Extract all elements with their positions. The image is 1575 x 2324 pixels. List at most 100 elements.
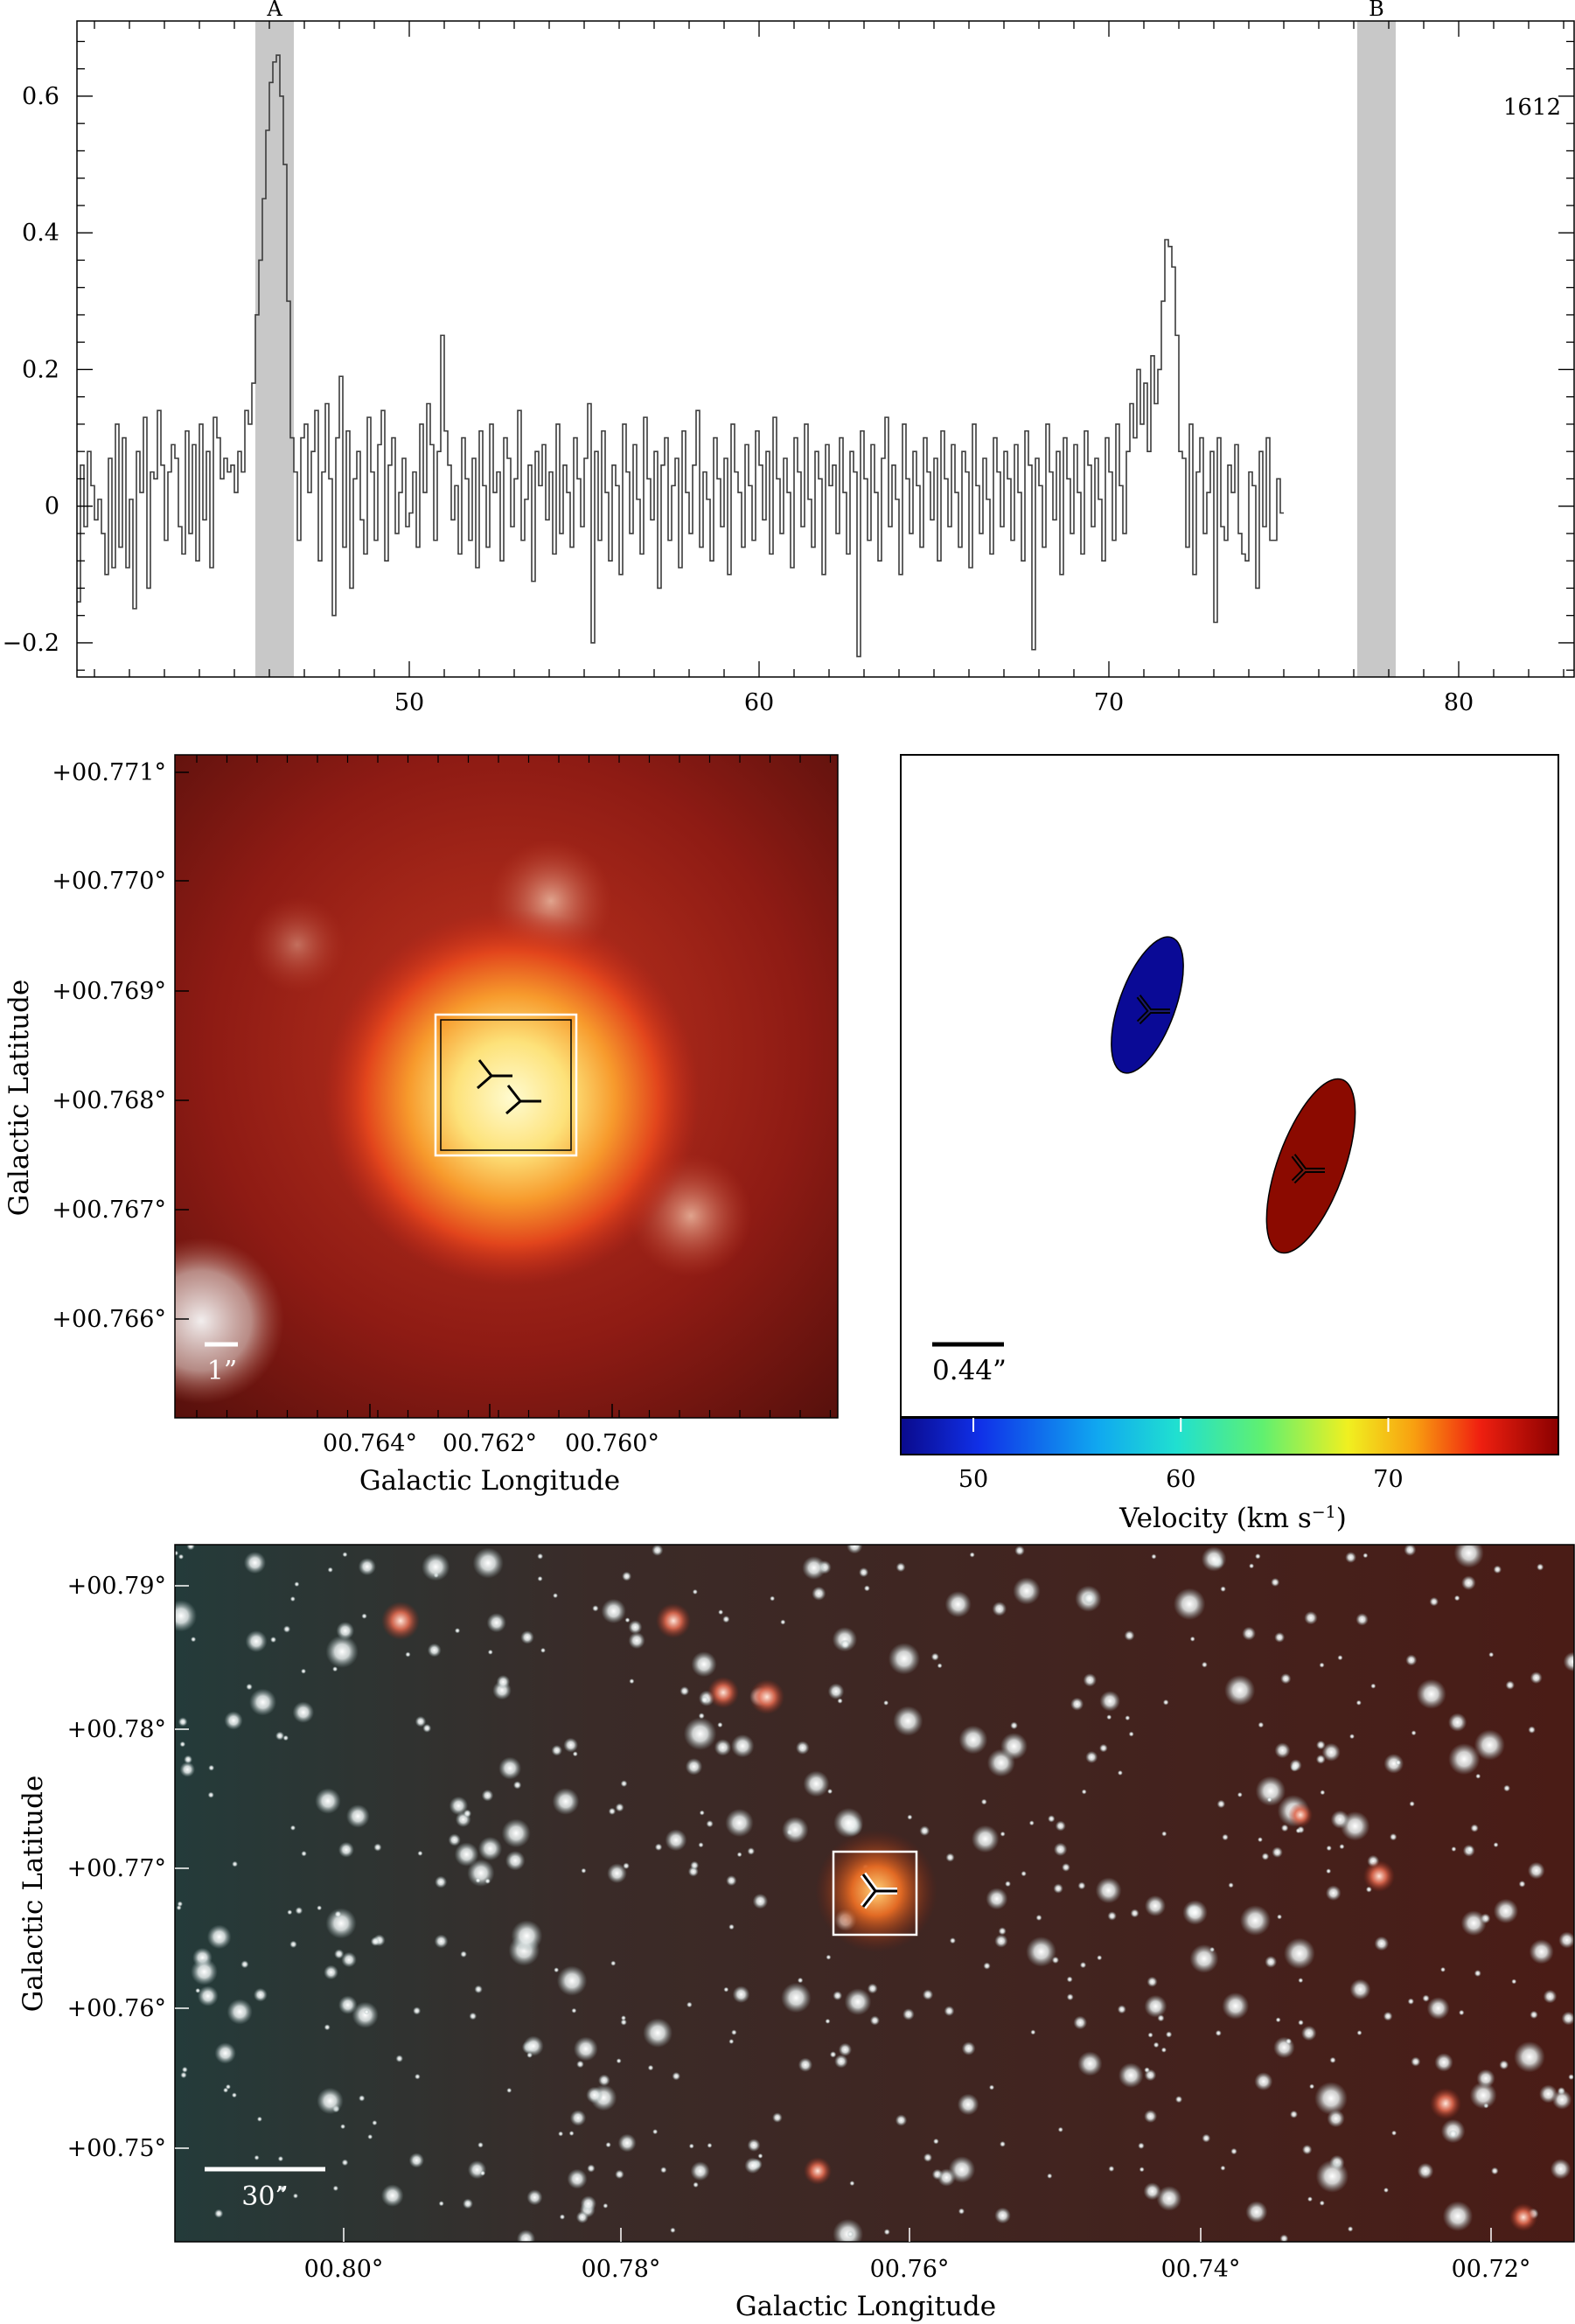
- star: [573, 2036, 598, 2062]
- star: [620, 2019, 627, 2026]
- star: [1144, 1895, 1166, 1916]
- feature-bands: [255, 21, 1396, 677]
- zoom-y-tick-label: +00.770°: [52, 868, 166, 895]
- star: [1383, 2187, 1390, 2193]
- star: [969, 1552, 975, 1558]
- star: [1404, 1545, 1417, 1556]
- star: [988, 2084, 995, 2090]
- star: [336, 1622, 355, 1640]
- star: [243, 1552, 267, 1574]
- star: [1272, 1846, 1283, 1858]
- colorbar-label: Velocity (km s−1): [1119, 1503, 1347, 1534]
- y-tick-label: 0: [45, 493, 59, 520]
- star: [501, 1818, 531, 1848]
- red-star: [1363, 1860, 1395, 1892]
- star: [1301, 2025, 1317, 2041]
- star: [1474, 1729, 1505, 1761]
- star: [289, 1940, 297, 1949]
- star: [553, 1593, 559, 1599]
- star: [1329, 2056, 1336, 2063]
- star: [1280, 1824, 1289, 1832]
- star: [184, 1755, 193, 1764]
- star: [1202, 2133, 1211, 2143]
- wide-image-panel: 30” 00.80° 00.78° 00.76° 00.74° 00.72° +00.79…: [17, 1544, 1575, 2322]
- star: [723, 1986, 729, 1992]
- star: [1514, 2041, 1545, 2073]
- star: [617, 2133, 637, 2153]
- star: [1298, 2020, 1304, 2026]
- star: [479, 2170, 486, 2176]
- star: [1047, 2173, 1053, 2179]
- star: [983, 1962, 991, 1970]
- star: [1138, 2142, 1145, 2150]
- star: [620, 1780, 628, 1788]
- star: [1230, 2147, 1237, 2155]
- star: [838, 2042, 853, 2056]
- star: [1339, 1844, 1345, 1850]
- star: [998, 1927, 1007, 1936]
- star: [1447, 1713, 1467, 1732]
- maser-marker-icon: [477, 1059, 541, 1115]
- star: [506, 2087, 512, 2093]
- star: [731, 2029, 737, 2035]
- star: [558, 2131, 564, 2137]
- star: [1189, 1636, 1195, 1642]
- star: [477, 1836, 503, 1861]
- star: [832, 1627, 858, 1652]
- star: [726, 1874, 737, 1887]
- feature-label-0: A: [266, 0, 282, 21]
- star: [945, 1853, 955, 1862]
- star: [224, 1711, 243, 1730]
- y-tick-label: 0.2: [22, 356, 59, 383]
- star: [1189, 1944, 1219, 1973]
- feature-band-0: [255, 21, 294, 677]
- star: [1417, 2162, 1434, 2180]
- star: [652, 2129, 659, 2135]
- zoom-source-glow: [324, 910, 700, 1286]
- zoom-pink-blob-left: [249, 897, 345, 993]
- star: [1030, 2029, 1036, 2035]
- star: [448, 1833, 461, 1846]
- star: [1434, 2053, 1453, 2072]
- star: [772, 2112, 783, 2123]
- maser-marker-icon-wide: [860, 1872, 897, 1909]
- star: [1356, 2030, 1362, 2036]
- star: [1321, 1742, 1341, 1762]
- star: [523, 2035, 544, 2056]
- star: [1153, 2041, 1160, 2048]
- star: [1028, 1820, 1035, 1826]
- star: [295, 1907, 303, 1915]
- maser-spot-red: [1265, 1078, 1356, 1254]
- zoom-image-panel: 1” 00.764° 00.762° 00.760° +00.771° +00.770°…: [3, 754, 839, 1497]
- wide-scalebar-label: 30”: [241, 2181, 289, 2212]
- star: [896, 1562, 906, 1573]
- star: [1470, 1824, 1479, 1832]
- star: [475, 1877, 481, 1883]
- star: [1561, 2011, 1574, 2026]
- star: [282, 1734, 289, 1741]
- star: [1405, 1654, 1418, 1666]
- star: [698, 1842, 704, 1848]
- maser-map-panel: 0.44” 50 60 70 Velocity (km s−1): [900, 754, 1559, 1534]
- star: [944, 1591, 972, 1618]
- star: [833, 1807, 864, 1839]
- star: [1490, 2167, 1499, 2175]
- star: [1077, 1881, 1086, 1890]
- star: [275, 1731, 285, 1741]
- star: [496, 1675, 511, 1689]
- star: [932, 2138, 939, 2145]
- star: [1174, 2096, 1183, 2104]
- star: [1070, 1697, 1084, 1711]
- star: [883, 1699, 889, 1706]
- star: [1146, 1976, 1158, 1987]
- star: [540, 1647, 546, 1653]
- star: [1475, 1773, 1481, 1779]
- zoom-x-tick-label: 00.760°: [565, 1430, 659, 1457]
- star: [512, 1781, 522, 1790]
- star: [1474, 1970, 1481, 1978]
- star: [1151, 1553, 1157, 1560]
- star: [352, 2001, 379, 2028]
- star: [717, 1721, 723, 1728]
- star: [1201, 1546, 1227, 1572]
